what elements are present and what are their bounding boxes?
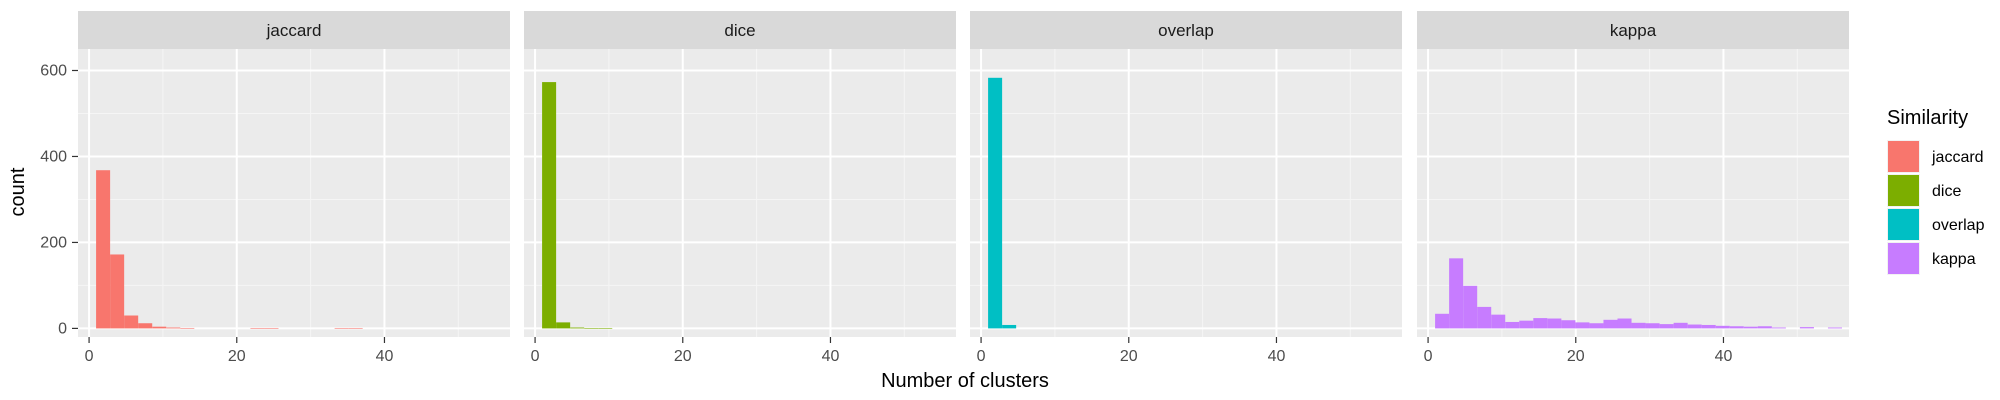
histogram-bar-kappa [1729,326,1744,329]
facet-panel-dice: dice 0 20 40 [524,11,956,365]
legend-item-dice: dice [1887,174,1961,207]
histogram-bar-dice [570,327,585,329]
x-tick-label: 40 [376,348,394,365]
histogram-bar-kappa [1757,326,1772,329]
histogram-bar-kappa [1687,324,1702,329]
histogram-bar-dice [598,327,613,329]
histogram-bar-kappa [1631,322,1646,329]
histogram-bar-kappa [1547,318,1562,329]
histogram-bar-kappa [1827,327,1842,329]
x-tick-label: 0 [1424,348,1433,365]
facet-strip [970,11,1402,49]
legend-item-jaccard: jaccard [1887,140,1984,173]
histogram-bar-jaccard [264,327,279,329]
histogram-bar-jaccard [152,326,167,329]
facet-strip-label: overlap [1158,21,1214,40]
histogram-bar-kappa [1603,319,1618,329]
legend-swatch [1888,175,1919,206]
y-axis-title: count [7,167,29,216]
facet-strip-label: jaccard [266,21,322,40]
facet-panel-overlap: overlap 0 20 40 [970,11,1402,365]
histogram-bar-overlap [1002,324,1017,329]
histogram-bar-jaccard [124,315,139,329]
y-tick-label: 0 [58,320,67,337]
facet-panel-kappa: kappa 0 20 40 [1417,11,1849,365]
histogram-bar-kappa [1435,313,1450,329]
facet-strip [1417,11,1849,49]
facet-strip-label: dice [724,21,755,40]
histogram-bar-jaccard [334,327,349,329]
panel-background [78,49,510,337]
histogram-bar-kappa [1505,321,1520,329]
x-tick-label: 0 [85,348,94,365]
facet-strip-label: kappa [1610,21,1657,40]
histogram-bar-jaccard [180,327,195,329]
histogram-bar-kappa [1659,324,1674,329]
legend-item-overlap: overlap [1887,208,1985,241]
x-tick-label: 20 [674,348,692,365]
x-tick-label: 0 [531,348,540,365]
histogram-bar-kappa [1463,285,1478,329]
legend-label: kappa [1932,251,1976,268]
facet-strip [78,11,510,49]
histogram-bar-kappa [1589,323,1604,329]
histogram-bar-dice [542,82,557,329]
histogram-bar-kappa [1449,258,1464,329]
legend-label: overlap [1932,217,1985,234]
histogram-bar-kappa [1575,322,1590,329]
histogram-bar-kappa [1715,325,1730,329]
histogram-bar-kappa [1701,324,1716,329]
x-tick-label: 20 [228,348,246,365]
facet-strip [524,11,956,49]
histogram-bar-jaccard [110,254,125,329]
histogram-bar-dice [556,322,571,329]
legend-item-kappa: kappa [1887,242,1976,275]
histogram-bar-kappa [1491,314,1506,329]
legend: Similarity jaccard dice overlap kappa [1887,107,1985,275]
legend-items: jaccard dice overlap kappa [1887,140,1985,275]
x-tick-label: 40 [822,348,840,365]
panel-background [1417,49,1849,337]
facet-panel-jaccard: jaccard 0 20 40 [78,11,510,365]
x-tick-label: 40 [1715,348,1733,365]
legend-swatch [1888,243,1919,274]
x-axis-title: Number of clusters [881,370,1049,392]
legend-label: dice [1932,183,1961,200]
histogram-bar-kappa [1673,322,1688,329]
panel-background [970,49,1402,337]
histogram-bar-kappa [1743,326,1758,329]
histogram-bar-kappa [1533,318,1548,329]
histogram-bar-jaccard [166,327,181,329]
panel-background [524,49,956,337]
y-tick-label: 600 [40,62,67,79]
x-tick-label: 20 [1120,348,1138,365]
legend-label: jaccard [1931,149,1984,166]
histogram-bar-jaccard [250,327,265,329]
y-tick-label: 400 [40,148,67,165]
histogram-bar-kappa [1771,327,1786,329]
histogram-bar-jaccard [348,327,363,329]
histogram-bar-kappa [1477,306,1492,329]
histogram-bar-kappa [1519,320,1534,329]
histogram-bar-overlap [988,77,1003,329]
y-tick-label: 200 [40,234,67,251]
legend-swatch [1888,141,1919,172]
histogram-bar-jaccard [96,170,111,329]
legend-swatch [1888,209,1919,240]
histogram-bar-kappa [1645,323,1660,329]
x-tick-label: 20 [1567,348,1585,365]
legend-title: Similarity [1887,107,1968,129]
histogram-bar-jaccard [138,323,153,329]
histogram-bar-dice [584,327,599,329]
histogram-bar-kappa [1799,327,1814,329]
histogram-bar-kappa [1617,318,1632,329]
histogram-bar-kappa [1561,320,1576,329]
x-tick-label: 40 [1268,348,1286,365]
x-tick-label: 0 [977,348,986,365]
